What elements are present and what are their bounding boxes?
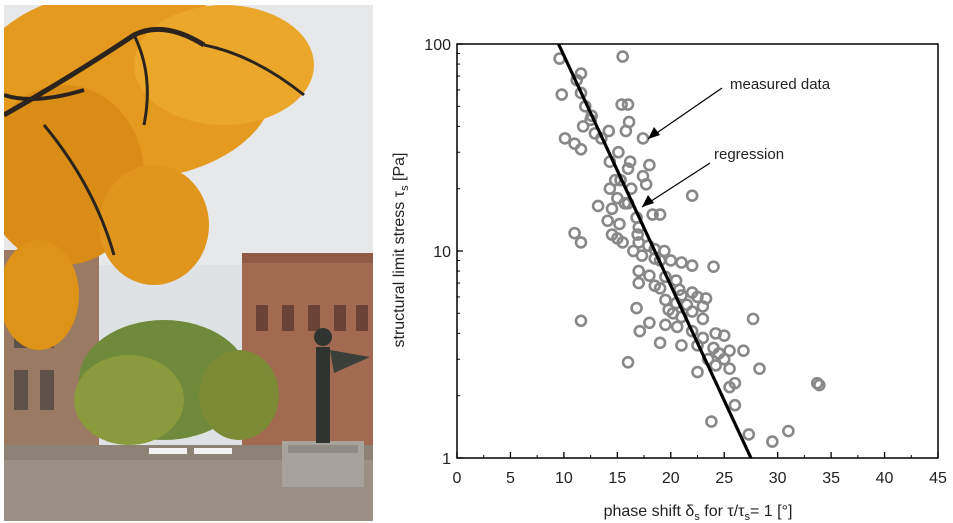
annotation-arrow-measured xyxy=(647,87,723,140)
data-point xyxy=(728,398,742,412)
data-point xyxy=(707,260,720,273)
data-point xyxy=(685,189,699,202)
data-point xyxy=(705,415,718,428)
data-point xyxy=(723,362,736,376)
data-point xyxy=(621,162,635,175)
y-tick-label: 10 xyxy=(433,244,451,261)
data-point xyxy=(623,155,637,169)
annotation-measured-data: measured data xyxy=(730,76,831,93)
data-point xyxy=(664,254,678,267)
data-point xyxy=(632,264,646,278)
y-axis-ticks: 1 10 100 xyxy=(424,37,463,468)
x-axis-ticks: 0 5 10 15 20 25 30 35 40 45 xyxy=(453,452,947,487)
data-point xyxy=(558,132,572,145)
data-point xyxy=(723,380,736,394)
data-point xyxy=(613,217,626,231)
data-point xyxy=(675,339,688,352)
data-point xyxy=(696,300,710,313)
data-point xyxy=(601,214,615,228)
data-point xyxy=(670,320,684,334)
data-point xyxy=(576,120,590,133)
data-point xyxy=(709,359,722,372)
data-points xyxy=(553,50,826,448)
data-point xyxy=(659,293,672,307)
data-point xyxy=(646,208,659,221)
x-tick-label: 40 xyxy=(876,470,894,487)
data-point xyxy=(615,98,628,111)
data-point xyxy=(691,365,704,379)
data-point xyxy=(619,124,633,138)
data-point xyxy=(632,276,646,290)
data-point xyxy=(574,314,588,328)
plot-frame xyxy=(456,43,939,459)
data-point xyxy=(612,145,625,159)
data-point xyxy=(574,86,588,100)
data-point xyxy=(603,182,617,195)
data-point xyxy=(643,269,656,282)
data-point xyxy=(621,355,635,369)
data-point xyxy=(782,424,795,438)
data-point xyxy=(742,428,756,441)
data-point xyxy=(574,142,588,156)
data-point xyxy=(643,158,656,172)
data-point xyxy=(639,178,653,191)
data-point xyxy=(746,312,760,326)
data-point xyxy=(685,259,699,272)
x-tick-label: 5 xyxy=(506,470,515,487)
data-point xyxy=(635,249,649,262)
data-point xyxy=(813,378,826,392)
data-point xyxy=(696,312,710,326)
annotation-arrowhead-measured xyxy=(648,127,660,139)
y-tick-label: 1 xyxy=(442,451,451,468)
annotation-arrow-regression xyxy=(641,162,711,208)
data-point xyxy=(653,208,667,221)
data-point xyxy=(717,352,731,366)
data-point xyxy=(568,226,581,240)
data-point xyxy=(633,324,647,338)
data-point xyxy=(766,435,779,448)
data-point xyxy=(675,256,688,269)
data-point xyxy=(591,199,605,213)
y-axis-label: structural limit stress τs [Pa] xyxy=(391,153,411,348)
data-point xyxy=(605,202,619,216)
x-tick-label: 20 xyxy=(662,470,680,487)
x-tick-label: 0 xyxy=(453,470,462,487)
data-point xyxy=(643,316,656,330)
data-point xyxy=(630,301,643,315)
data-point xyxy=(602,124,616,138)
x-tick-label: 25 xyxy=(715,470,733,487)
data-point xyxy=(685,324,699,338)
y-tick-label: 100 xyxy=(424,37,451,54)
data-point xyxy=(717,329,731,342)
x-tick-label: 35 xyxy=(822,470,840,487)
data-point xyxy=(574,236,588,249)
data-point xyxy=(616,50,629,63)
x-tick-label: 45 xyxy=(929,470,947,487)
data-point xyxy=(636,132,650,145)
x-axis-label: phase shift δs for τ/τs= 1 [°] xyxy=(604,503,793,523)
data-point xyxy=(555,88,569,101)
data-point xyxy=(568,137,581,150)
annotation-regression: regression xyxy=(714,146,784,163)
annotation-arrowhead-regression xyxy=(642,195,654,207)
data-point xyxy=(621,98,635,111)
data-point xyxy=(616,236,629,249)
x-tick-label: 10 xyxy=(555,470,573,487)
data-point xyxy=(723,344,736,357)
x-tick-label: 15 xyxy=(608,470,626,487)
regression-line xyxy=(557,43,753,459)
data-point xyxy=(653,336,667,350)
x-tick-label: 30 xyxy=(769,470,787,487)
data-point xyxy=(737,344,750,357)
data-point xyxy=(685,305,699,318)
data-point xyxy=(810,376,824,390)
campus-photo xyxy=(4,5,373,521)
data-point xyxy=(631,228,644,241)
data-point xyxy=(653,282,667,295)
data-point xyxy=(659,318,672,332)
data-point xyxy=(753,362,766,376)
